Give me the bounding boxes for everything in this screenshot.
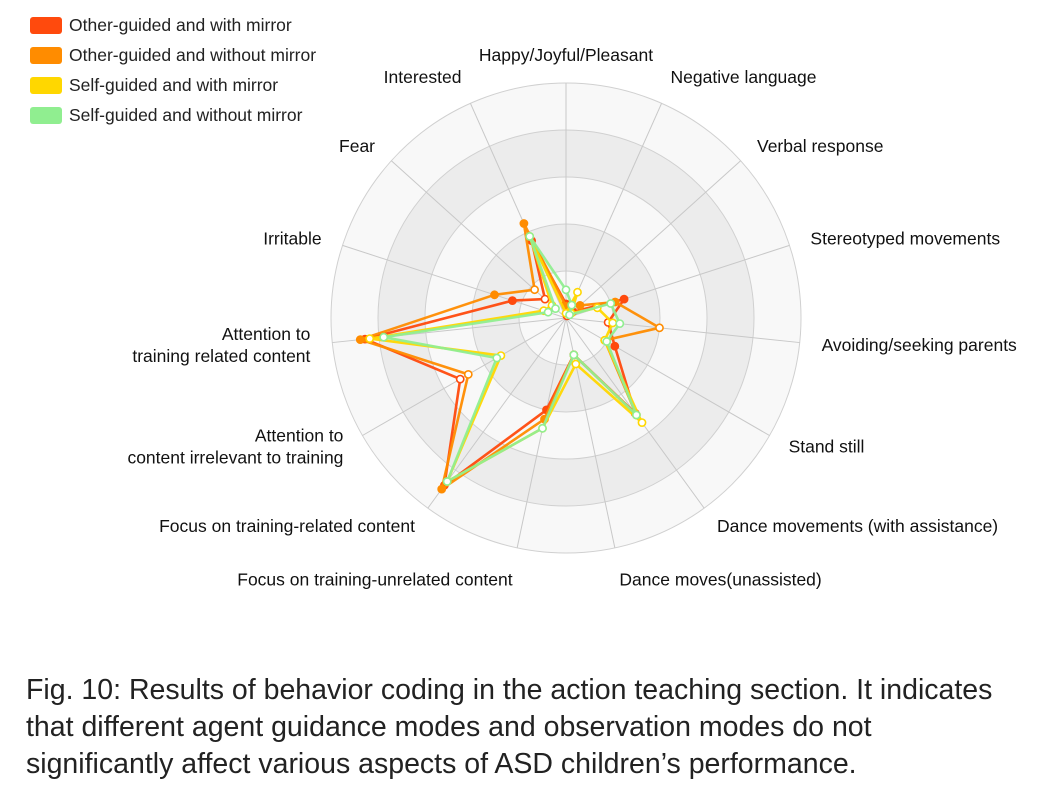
axis-label: Irritable xyxy=(263,229,321,249)
radar-chart: Happy/Joyful/Pleasant Negative language Ve… xyxy=(127,45,1017,589)
legend-swatch xyxy=(30,16,62,34)
axis-label: Dance moves(unassisted) xyxy=(619,569,821,589)
axis-label: Dance movements (with assistance) xyxy=(717,516,998,536)
legend-item: Other-guided and without mirror xyxy=(30,40,316,70)
data-point xyxy=(538,423,547,433)
axis-label: Happy/Joyful/Pleasant xyxy=(479,45,653,65)
legend-item: Self-guided and without mirror xyxy=(30,100,316,130)
data-point xyxy=(565,310,574,320)
axis-label: Stand still xyxy=(789,437,865,457)
legend-label: Other-guided and without mirror xyxy=(69,44,317,65)
axis-label: Fear xyxy=(339,136,375,156)
data-point xyxy=(615,319,625,328)
axis-label: Stereotyped movements xyxy=(810,229,1000,249)
data-point xyxy=(569,350,579,360)
data-point xyxy=(455,374,465,384)
data-point xyxy=(561,285,571,295)
axis-label: Attention to training related content xyxy=(132,324,310,366)
data-point xyxy=(530,285,539,295)
axis-label: Interested xyxy=(384,67,462,87)
figure-caption: Fig. 10: Results of behavior coding in t… xyxy=(26,674,993,780)
axis-spoke xyxy=(516,317,567,548)
data-point xyxy=(365,334,375,343)
data-point xyxy=(632,410,641,420)
data-point xyxy=(606,299,616,308)
data-point xyxy=(575,300,585,310)
data-point xyxy=(543,307,553,317)
data-point xyxy=(379,332,389,342)
axis-label: Focus on training-related content xyxy=(159,516,415,536)
legend-label: Other-guided and with mirror xyxy=(69,14,292,35)
data-point xyxy=(637,418,647,427)
radar-chart-area: Happy/Joyful/Pleasant Negative language Ve… xyxy=(30,10,1017,589)
axis-spoke xyxy=(342,244,567,319)
data-point xyxy=(355,335,365,344)
axis-spoke xyxy=(565,103,663,319)
data-point xyxy=(655,323,664,333)
legend-swatch xyxy=(30,106,62,124)
legend-swatch xyxy=(30,76,62,94)
data-point xyxy=(573,287,582,297)
data-point xyxy=(492,353,502,363)
data-point xyxy=(525,231,535,241)
legend-item: Self-guided and with mirror xyxy=(30,70,316,100)
data-point xyxy=(540,294,550,304)
axis-label: Avoiding/seeking parents xyxy=(822,335,1017,355)
legend-item: Other-guided and with mirror xyxy=(30,10,316,40)
axis-label: Negative language xyxy=(671,67,817,87)
legend: Other-guided and with mirror Other-guide… xyxy=(30,10,316,130)
data-point xyxy=(490,290,499,300)
axis-spoke xyxy=(427,317,567,509)
axis-label: Verbal response xyxy=(757,136,883,156)
data-point xyxy=(619,294,629,304)
legend-label: Self-guided and with mirror xyxy=(69,74,279,95)
axis-spoke xyxy=(362,317,567,436)
data-point xyxy=(442,477,452,486)
data-point xyxy=(508,296,517,305)
data-point xyxy=(602,337,612,346)
data-point xyxy=(610,341,620,351)
data-point xyxy=(551,304,560,313)
axis-spoke xyxy=(565,317,770,436)
data-point xyxy=(608,318,618,328)
data-point xyxy=(571,359,581,369)
axis-spoke xyxy=(565,160,741,319)
axis-label: Attention to content irrelevant to traini… xyxy=(127,426,343,468)
axis-label: Focus on training-unrelated content xyxy=(237,569,512,589)
data-point xyxy=(519,219,529,228)
data-point xyxy=(437,484,447,494)
legend-label: Self-guided and without mirror xyxy=(69,104,303,125)
data-point xyxy=(463,369,473,379)
legend-swatch xyxy=(30,46,62,64)
data-point xyxy=(567,300,577,310)
